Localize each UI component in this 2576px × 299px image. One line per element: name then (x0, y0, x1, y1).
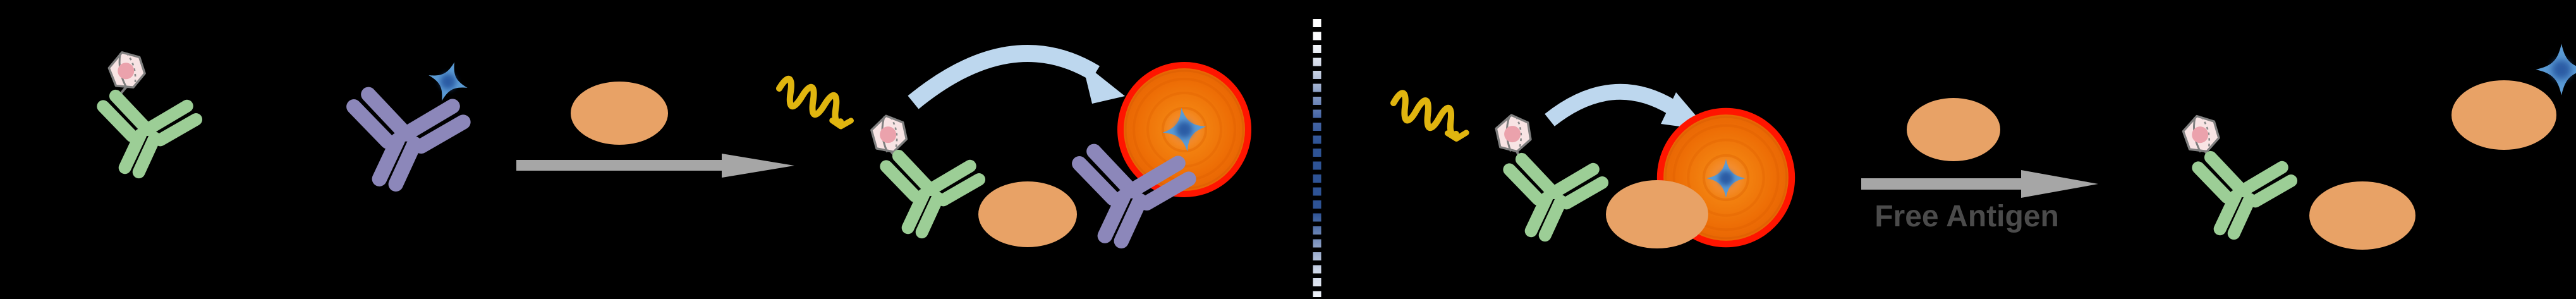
panel-free-antigen-displacement: Free Antigen (1389, 44, 2576, 250)
assembled-complex (868, 65, 1248, 249)
reaction-arrow-icon (516, 154, 794, 178)
green-antibody-fluorophore-1 (95, 47, 198, 179)
antigen-oval-icon (2451, 80, 2556, 150)
free-antigen-label: Free Antigen (1874, 200, 2059, 233)
free-antigen-arrow: Free Antigen (1861, 170, 2098, 233)
antigen-oval-icon (571, 82, 668, 145)
reaction-arrow-icon (1861, 170, 2098, 198)
emitting-complex (1493, 111, 1792, 248)
panel-complex-formation (95, 45, 1248, 249)
antigen-oval-icon (978, 181, 1077, 247)
dissociated-products (2179, 44, 2576, 250)
energy-transfer-arrow-icon (908, 45, 1125, 109)
antigen-oval-icon (1907, 98, 2000, 161)
antigen-oval-icon (1606, 180, 1708, 248)
antigen-oval-icon (2309, 181, 2415, 250)
